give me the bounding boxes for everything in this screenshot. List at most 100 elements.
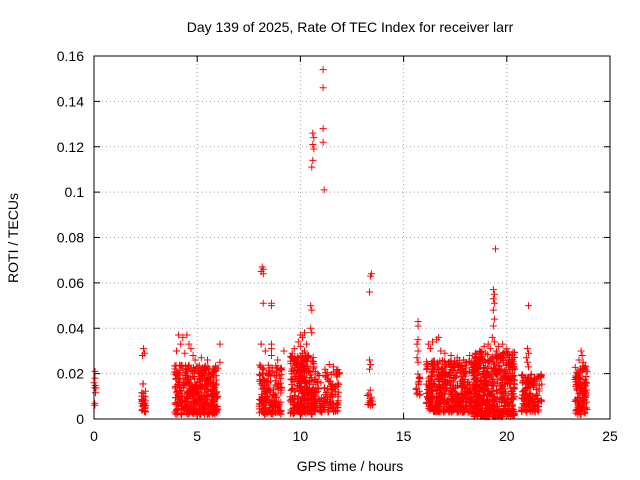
data-point [423,399,431,407]
data-point [471,349,479,357]
data-point [518,371,526,379]
data-point [496,408,504,416]
data-point [422,361,430,369]
data-point [175,331,183,339]
data-point [445,370,453,378]
data-point [483,396,491,404]
data-point [449,399,457,407]
data-point [177,340,185,348]
data-point [439,357,447,365]
data-point [485,412,493,420]
data-point [472,392,480,400]
data-point [522,354,530,362]
data-point [176,366,184,374]
data-point [466,351,474,359]
data-point [414,347,422,355]
data-point [171,370,179,378]
data-point [257,340,265,348]
data-point [484,351,492,359]
data-point [302,395,310,403]
data-point [197,368,205,376]
data-point [270,392,278,400]
data-point [190,399,198,407]
data-point [294,361,302,369]
data-point [447,351,455,359]
data-point [458,405,466,413]
data-point [172,362,180,370]
data-point [487,355,495,363]
data-point [529,396,537,404]
data-point [507,369,515,377]
data-point [270,371,278,379]
x-tick-label: 25 [602,428,618,444]
data-point [523,358,531,366]
data-point [531,408,539,416]
data-point [503,345,511,353]
data-point [189,405,197,413]
data-point [323,369,331,377]
data-point [183,407,191,415]
data-point [482,399,490,407]
data-point [289,409,297,417]
data-point [141,387,149,395]
data-point [190,364,198,372]
data-point [183,390,191,398]
data-point [490,360,498,368]
data-point [298,349,306,357]
y-tick-label: 0.16 [57,48,84,64]
data-point [314,385,322,393]
data-point [325,377,333,385]
data-point [581,388,589,396]
data-point [195,362,203,370]
tick-layer: 0 5 10 15 20 25 0 0.02 0.04 0.06 0.08 0.1 0.12 0.14 0.… [57,48,618,444]
data-point [477,348,485,356]
data-point [495,342,503,350]
data-point [479,356,487,364]
data-point [442,362,450,370]
data-point [197,354,205,362]
grid-layer [94,56,610,419]
data-point [311,393,319,401]
data-point [463,385,471,393]
data-point [274,356,282,364]
data-point [475,393,483,401]
data-point [498,374,506,382]
data-point [453,354,461,362]
data-point [528,377,536,385]
data-point [210,366,218,374]
data-point [453,382,461,390]
data-point [216,358,224,366]
data-point [262,382,270,390]
data-point [178,389,186,397]
data-point [457,401,465,409]
data-point [414,370,422,378]
data-point [366,288,374,296]
data-point [309,364,317,372]
data-point [575,397,583,405]
data-point [140,403,148,411]
data-point [301,400,309,408]
data-point [288,349,296,357]
data-point [291,388,299,396]
data-point [479,370,487,378]
data-point [298,382,306,390]
data-point [490,401,498,409]
data-point [437,347,445,355]
data-point [315,371,323,379]
data-point [304,362,312,370]
data-point [289,355,297,363]
data-point [319,138,327,146]
data-point [309,156,317,164]
data-point [330,399,338,407]
data-point [443,405,451,413]
data-point [173,347,181,355]
data-point [441,349,449,357]
data-point [433,397,441,405]
data-point [413,354,421,362]
data-point [503,376,511,384]
data-point [268,345,276,353]
data-point [260,396,268,404]
data-point [483,387,491,395]
data-point [455,360,463,368]
